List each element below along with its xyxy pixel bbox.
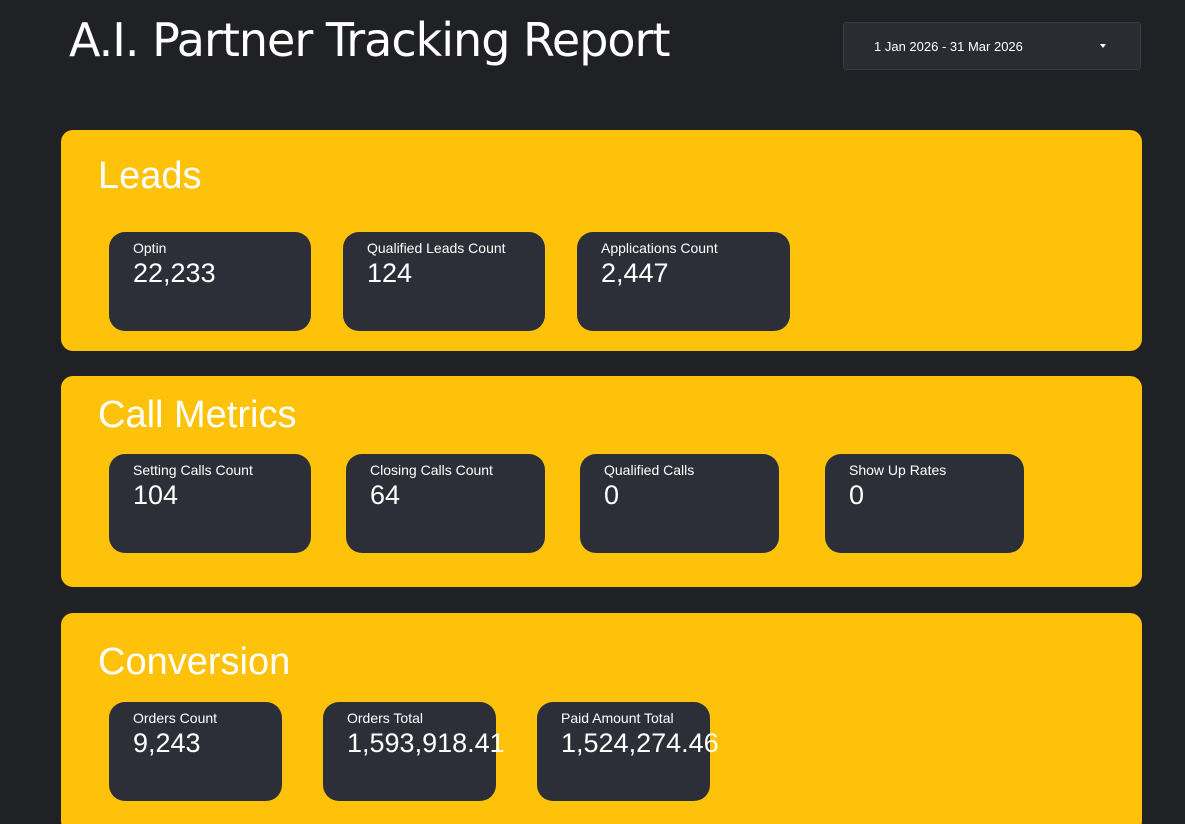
metric-value: 124: [367, 258, 413, 288]
section-title-leads: Leads: [98, 155, 202, 197]
metric-label: Optin: [133, 240, 167, 256]
metric-value: 104: [133, 480, 179, 510]
metric-card-orders-count: Orders Count 9,243: [109, 702, 282, 801]
metric-label: Closing Calls Count: [370, 462, 493, 478]
metric-value: 2,447: [601, 258, 669, 288]
metric-value: 1,524,274.46: [561, 728, 719, 758]
conversion-section: Conversion Orders Count 9,243 Orders Tot…: [61, 613, 1142, 824]
metric-label: Setting Calls Count: [133, 462, 253, 478]
metric-label: Qualified Leads Count: [367, 240, 506, 256]
page-title: A.I. Partner Tracking Report: [69, 13, 671, 67]
metric-card-paid-amount-total: Paid Amount Total 1,524,274.46: [537, 702, 719, 801]
section-title-call-metrics: Call Metrics: [98, 394, 297, 436]
metric-card-orders-total: Orders Total 1,593,918.41: [323, 702, 505, 801]
section-title-conversion: Conversion: [98, 641, 291, 683]
metric-card-applications-count: Applications Count 2,447: [577, 232, 790, 331]
metric-label: Show Up Rates: [849, 462, 947, 478]
leads-section: Leads Optin 22,233 Qualified Leads Count…: [61, 130, 1142, 351]
metric-value: 1,593,918.41: [347, 728, 505, 758]
metric-value: 64: [370, 480, 401, 510]
date-range-picker[interactable]: 1 Jan 2026 - 31 Mar 2026: [843, 22, 1141, 70]
date-range-value: 1 Jan 2026 - 31 Mar 2026: [874, 39, 1023, 54]
metric-card-optin: Optin 22,233: [109, 232, 311, 331]
metric-label: Qualified Calls: [604, 462, 695, 478]
metric-card-show-up-rates: Show Up Rates 0: [825, 454, 1024, 553]
metric-label: Orders Count: [133, 710, 218, 726]
metric-label: Paid Amount Total: [561, 710, 674, 726]
metric-card-qualified-leads-count: Qualified Leads Count 124: [343, 232, 545, 331]
caret-down-icon: [1100, 44, 1106, 48]
metric-value: 9,243: [133, 728, 201, 758]
metric-label: Applications Count: [601, 240, 718, 256]
metric-card-closing-calls-count: Closing Calls Count 64: [346, 454, 545, 553]
metric-label: Orders Total: [347, 710, 423, 726]
metric-card-qualified-calls: Qualified Calls 0: [580, 454, 779, 553]
metric-value: 0: [604, 480, 620, 510]
metric-value: 22,233: [133, 258, 216, 288]
metric-value: 0: [849, 480, 865, 510]
metric-card-setting-calls-count: Setting Calls Count 104: [109, 454, 311, 553]
call-metrics-section: Call Metrics Setting Calls Count 104 Clo…: [61, 376, 1142, 587]
